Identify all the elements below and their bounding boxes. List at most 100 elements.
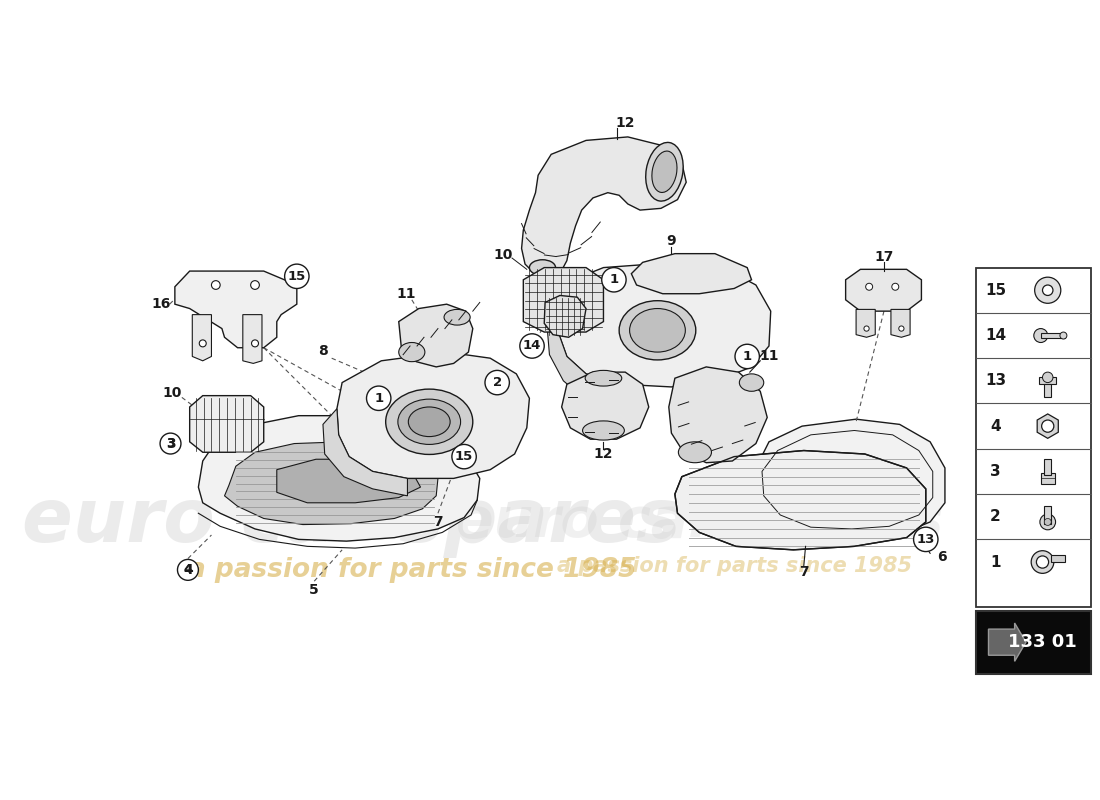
Circle shape bbox=[914, 527, 938, 551]
Circle shape bbox=[1042, 420, 1054, 432]
Circle shape bbox=[452, 445, 476, 469]
Text: 1: 1 bbox=[990, 554, 1001, 570]
Bar bbox=[977, 611, 1091, 674]
Text: 15: 15 bbox=[288, 270, 306, 283]
Polygon shape bbox=[243, 314, 262, 363]
Polygon shape bbox=[547, 309, 623, 410]
Text: 7: 7 bbox=[433, 515, 443, 529]
Circle shape bbox=[199, 340, 206, 347]
Bar bbox=[1044, 506, 1052, 524]
Text: 2: 2 bbox=[493, 376, 502, 389]
Ellipse shape bbox=[652, 151, 676, 193]
Text: 4: 4 bbox=[183, 563, 192, 577]
Bar bbox=[1041, 333, 1065, 338]
Circle shape bbox=[892, 283, 899, 290]
Ellipse shape bbox=[585, 370, 622, 386]
Circle shape bbox=[1040, 514, 1056, 530]
Polygon shape bbox=[337, 352, 529, 478]
Ellipse shape bbox=[583, 421, 625, 440]
Circle shape bbox=[864, 326, 869, 331]
Ellipse shape bbox=[629, 309, 685, 352]
Circle shape bbox=[1044, 518, 1052, 526]
Polygon shape bbox=[675, 450, 926, 550]
Text: 133 01: 133 01 bbox=[1008, 633, 1077, 651]
Ellipse shape bbox=[739, 374, 763, 391]
Bar bbox=[1040, 378, 1056, 384]
Text: 15: 15 bbox=[455, 450, 473, 463]
Text: 4: 4 bbox=[990, 418, 1001, 434]
Ellipse shape bbox=[398, 399, 461, 445]
Circle shape bbox=[1034, 329, 1047, 342]
Circle shape bbox=[211, 281, 220, 290]
Text: 13: 13 bbox=[916, 533, 935, 546]
Polygon shape bbox=[846, 270, 922, 311]
Text: 2: 2 bbox=[990, 510, 1001, 524]
Text: 10: 10 bbox=[163, 386, 182, 400]
Bar bbox=[1044, 384, 1052, 397]
Text: 3: 3 bbox=[166, 437, 175, 450]
Polygon shape bbox=[398, 304, 473, 367]
Polygon shape bbox=[521, 137, 686, 278]
Polygon shape bbox=[189, 396, 264, 452]
Circle shape bbox=[520, 334, 544, 358]
Ellipse shape bbox=[398, 342, 425, 362]
Circle shape bbox=[161, 433, 182, 454]
Bar bbox=[1052, 555, 1065, 562]
Ellipse shape bbox=[646, 142, 683, 201]
Circle shape bbox=[899, 326, 904, 331]
Circle shape bbox=[1031, 550, 1054, 574]
Text: 8: 8 bbox=[318, 344, 328, 358]
Polygon shape bbox=[323, 409, 407, 496]
Polygon shape bbox=[856, 310, 876, 338]
Text: 17: 17 bbox=[874, 250, 893, 264]
Text: 4: 4 bbox=[184, 563, 192, 576]
Polygon shape bbox=[198, 416, 480, 541]
Circle shape bbox=[285, 264, 309, 289]
Text: 12: 12 bbox=[616, 116, 635, 130]
Polygon shape bbox=[175, 271, 297, 348]
Text: 14: 14 bbox=[984, 328, 1006, 343]
Circle shape bbox=[866, 283, 872, 290]
Circle shape bbox=[251, 281, 260, 290]
Polygon shape bbox=[631, 254, 751, 294]
Polygon shape bbox=[224, 442, 438, 525]
Circle shape bbox=[485, 370, 509, 394]
Circle shape bbox=[366, 386, 390, 410]
Circle shape bbox=[1060, 332, 1067, 339]
Ellipse shape bbox=[408, 407, 450, 437]
Text: 1: 1 bbox=[609, 274, 618, 286]
Polygon shape bbox=[544, 295, 586, 338]
Text: 15: 15 bbox=[984, 282, 1006, 298]
Text: 7: 7 bbox=[799, 566, 808, 579]
Polygon shape bbox=[1037, 414, 1058, 438]
Text: 6: 6 bbox=[936, 550, 946, 564]
Circle shape bbox=[1043, 285, 1053, 295]
Polygon shape bbox=[277, 459, 420, 502]
Ellipse shape bbox=[679, 442, 712, 462]
Text: 1: 1 bbox=[742, 350, 751, 363]
Ellipse shape bbox=[444, 310, 470, 325]
Text: 16: 16 bbox=[151, 297, 170, 311]
Polygon shape bbox=[524, 267, 604, 332]
Text: 12: 12 bbox=[594, 447, 613, 461]
Polygon shape bbox=[558, 262, 771, 387]
Bar bbox=[1044, 459, 1052, 475]
Text: 3: 3 bbox=[166, 437, 175, 450]
Polygon shape bbox=[751, 419, 945, 539]
Text: euro car spares: euro car spares bbox=[22, 486, 680, 558]
Text: a passion for parts since 1985: a passion for parts since 1985 bbox=[557, 555, 912, 575]
Circle shape bbox=[1043, 372, 1053, 382]
Polygon shape bbox=[989, 623, 1026, 662]
Ellipse shape bbox=[529, 260, 556, 275]
Polygon shape bbox=[562, 372, 649, 439]
Text: 14: 14 bbox=[522, 339, 541, 353]
Circle shape bbox=[177, 559, 198, 580]
Text: 13: 13 bbox=[984, 374, 1006, 388]
Polygon shape bbox=[192, 314, 211, 361]
Circle shape bbox=[735, 344, 759, 369]
Text: a passion for parts since 1985: a passion for parts since 1985 bbox=[188, 557, 636, 583]
Circle shape bbox=[1036, 556, 1048, 568]
Text: 5: 5 bbox=[309, 583, 319, 597]
Bar bbox=[1041, 473, 1055, 484]
Text: 11: 11 bbox=[759, 350, 779, 363]
